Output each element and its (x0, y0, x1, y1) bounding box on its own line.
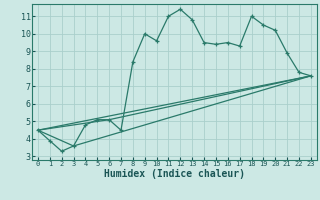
X-axis label: Humidex (Indice chaleur): Humidex (Indice chaleur) (104, 169, 245, 179)
